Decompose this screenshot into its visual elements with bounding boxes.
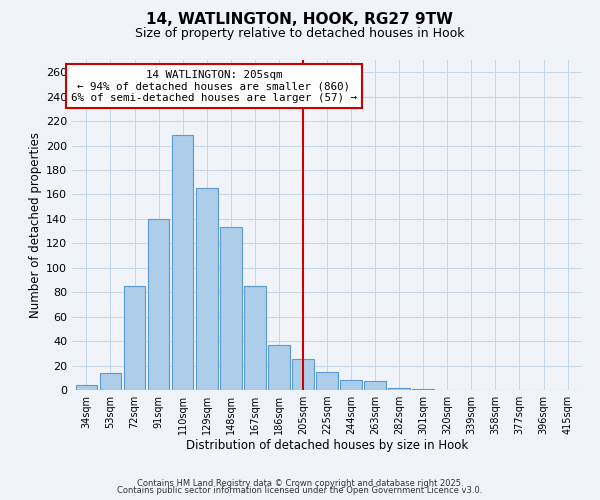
Text: 14, WATLINGTON, HOOK, RG27 9TW: 14, WATLINGTON, HOOK, RG27 9TW: [146, 12, 454, 28]
Bar: [76, 385, 97, 390]
Y-axis label: Number of detached properties: Number of detached properties: [29, 132, 42, 318]
X-axis label: Distribution of detached houses by size in Hook: Distribution of detached houses by size …: [186, 438, 468, 452]
Bar: [100, 373, 121, 390]
Bar: [268, 345, 290, 390]
Text: Contains HM Land Registry data © Crown copyright and database right 2025.: Contains HM Land Registry data © Crown c…: [137, 478, 463, 488]
Bar: [316, 372, 338, 390]
Text: 14 WATLINGTON: 205sqm
← 94% of detached houses are smaller (860)
6% of semi-deta: 14 WATLINGTON: 205sqm ← 94% of detached …: [71, 70, 357, 103]
Bar: [196, 188, 218, 390]
Text: Size of property relative to detached houses in Hook: Size of property relative to detached ho…: [135, 28, 465, 40]
Bar: [340, 380, 362, 390]
Text: Contains public sector information licensed under the Open Government Licence v3: Contains public sector information licen…: [118, 486, 482, 495]
Bar: [364, 382, 386, 390]
Bar: [292, 360, 314, 390]
Bar: [388, 388, 410, 390]
Bar: [220, 228, 242, 390]
Bar: [244, 286, 266, 390]
Bar: [172, 134, 193, 390]
Bar: [124, 286, 145, 390]
Bar: [412, 389, 434, 390]
Bar: [148, 219, 169, 390]
